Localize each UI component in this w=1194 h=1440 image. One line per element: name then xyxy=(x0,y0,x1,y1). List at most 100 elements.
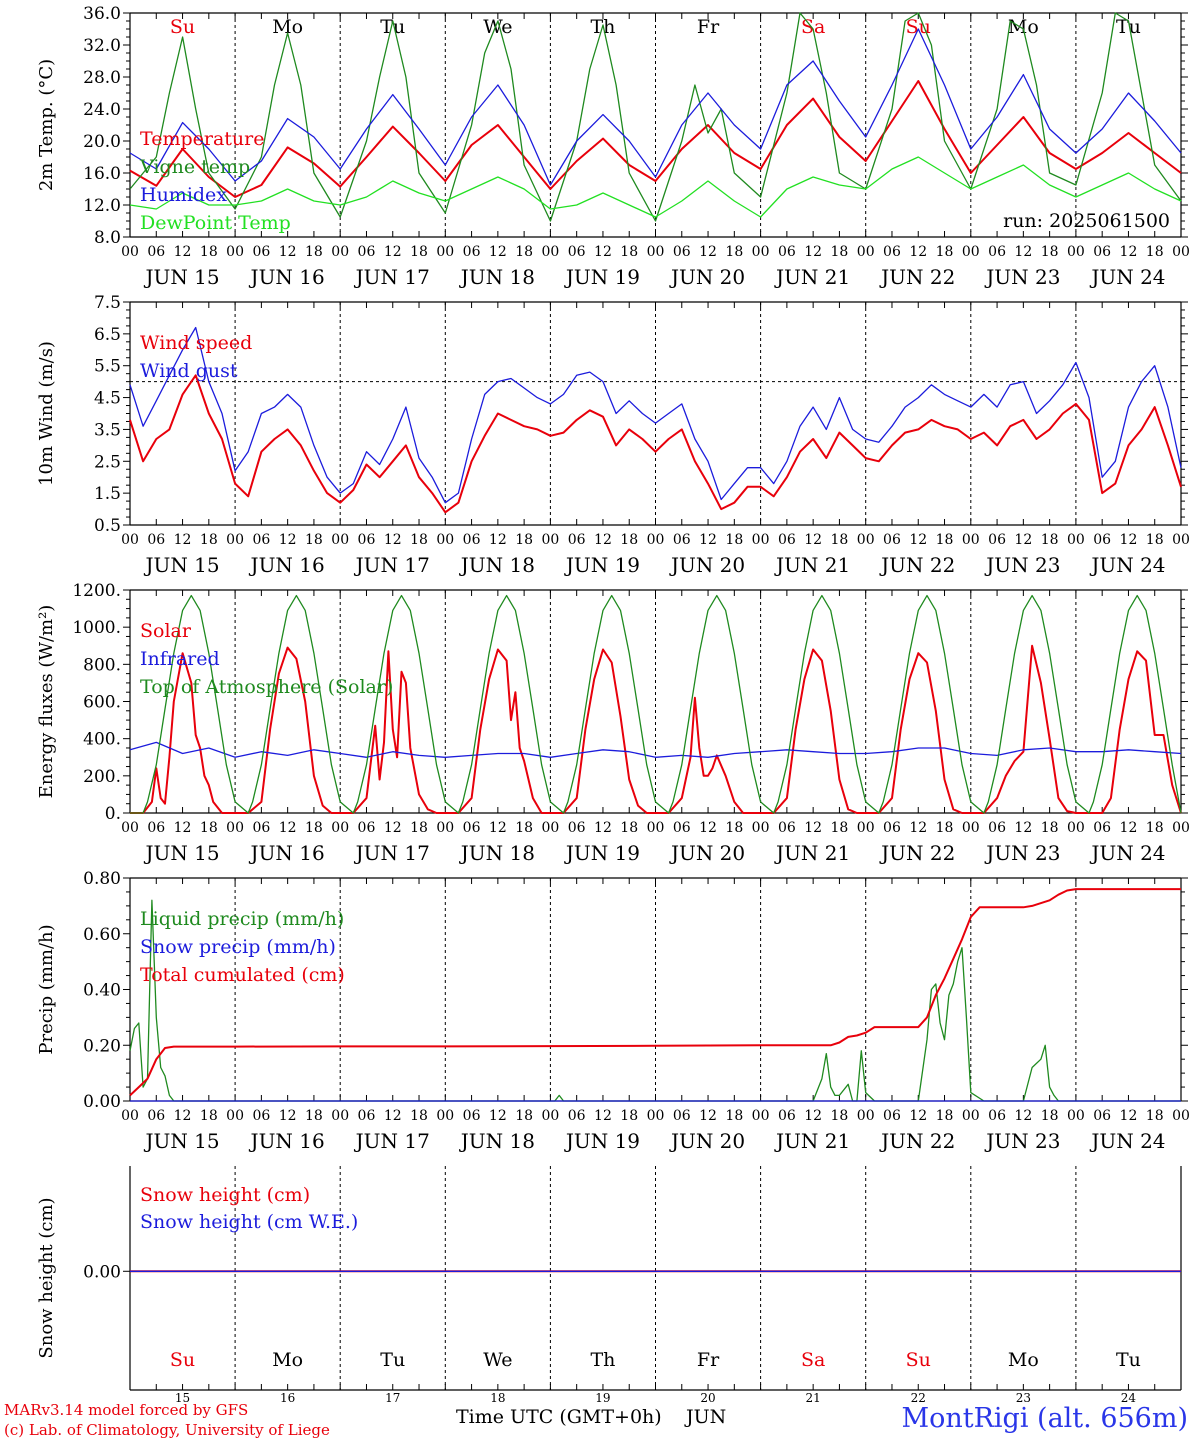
x-tick-label: 18 xyxy=(1041,532,1059,548)
x-tick-label: 06 xyxy=(883,1108,901,1124)
date-label: JUN 15 xyxy=(143,841,219,865)
legend-entry: Wind speed xyxy=(140,332,252,354)
date-label: JUN 16 xyxy=(249,841,325,865)
legend-entry: Solar xyxy=(140,620,192,642)
weekday-label: Mo xyxy=(1008,1349,1039,1371)
x-tick-label: 12 xyxy=(1014,820,1032,836)
date-label: JUN 18 xyxy=(459,1129,535,1153)
series-line xyxy=(129,80,1182,198)
day-number-label: 18 xyxy=(490,1391,505,1405)
x-tick-label: 12 xyxy=(384,1108,402,1124)
legend-entry: Humidex xyxy=(140,184,227,206)
date-label: JUN 19 xyxy=(564,1129,640,1153)
y-tick-label: 28.0 xyxy=(83,68,121,88)
x-tick-label: 06 xyxy=(778,1108,796,1124)
x-tick-label: 06 xyxy=(568,820,586,836)
x-tick-label: 06 xyxy=(988,532,1006,548)
weekday-label: Tu xyxy=(380,16,405,38)
day-number-label: 24 xyxy=(1121,1391,1137,1405)
x-tick-label: 12 xyxy=(1120,1108,1138,1124)
date-label: JUN 22 xyxy=(879,1129,955,1153)
x-tick-label: 12 xyxy=(1014,1108,1032,1124)
x-tick-label: 00 xyxy=(857,1108,875,1124)
x-tick-label: 18 xyxy=(725,820,743,836)
x-tick-label: 12 xyxy=(909,820,927,836)
x-tick-label: 18 xyxy=(515,820,533,836)
x-tick-label: 06 xyxy=(988,1108,1006,1124)
legend-entry: Infrared xyxy=(140,648,220,670)
x-tick-label: 06 xyxy=(358,1108,376,1124)
x-tick-label: 18 xyxy=(515,532,533,548)
x-tick-label: 00 xyxy=(121,820,139,836)
x-tick-label: 00 xyxy=(1067,244,1085,260)
x-tick-label: 06 xyxy=(1093,244,1111,260)
x-tick-label: 18 xyxy=(200,1108,218,1124)
xaxis-title: Time UTC (GMT+0h) xyxy=(456,1406,662,1428)
date-label: JUN 17 xyxy=(354,1129,430,1153)
xaxis-month: JUN xyxy=(684,1406,726,1428)
series-line xyxy=(129,741,1182,758)
y-tick-label: 20.0 xyxy=(83,132,121,152)
legend-entry: Wind gust xyxy=(140,360,238,382)
y-tick-label: 600. xyxy=(83,693,121,713)
y-tick-label: 4.5 xyxy=(94,389,121,409)
series-line xyxy=(129,326,1182,504)
date-label: JUN 18 xyxy=(459,841,535,865)
date-label: JUN 19 xyxy=(564,553,640,577)
x-tick-label: 18 xyxy=(936,244,954,260)
weekday-label: Su xyxy=(170,1349,195,1371)
chart-panels: 8.0 12.0 16.0 20.0 24.0 28.0 32.0 36.0 2m Temp. … xyxy=(36,4,1190,1405)
weekday-label: Mo xyxy=(1008,16,1039,38)
x-tick-label: 18 xyxy=(620,532,638,548)
x-tick-label: 00 xyxy=(541,244,559,260)
y-tick-label: 0.00 xyxy=(83,1262,121,1282)
x-tick-label: 12 xyxy=(1014,244,1032,260)
x-tick-label: 18 xyxy=(725,532,743,548)
panel-temperature: 8.0 12.0 16.0 20.0 24.0 28.0 32.0 36.0 2m Temp. … xyxy=(36,4,1190,289)
x-tick-label: 00 xyxy=(121,532,139,548)
date-label: JUN 16 xyxy=(249,1129,325,1153)
date-label: JUN 17 xyxy=(354,841,430,865)
legend-entry: Snow height (cm) xyxy=(140,1184,310,1206)
x-tick-label: 00 xyxy=(541,1108,559,1124)
y-tick-label: 24.0 xyxy=(83,100,121,120)
x-tick-label: 06 xyxy=(883,244,901,260)
x-tick-label: 18 xyxy=(1146,820,1164,836)
x-tick-label: 06 xyxy=(1093,1108,1111,1124)
x-tick-label: 12 xyxy=(594,532,612,548)
x-tick-label: 18 xyxy=(305,532,323,548)
x-tick-label: 00 xyxy=(752,532,770,548)
x-tick-label: 06 xyxy=(358,820,376,836)
day-number-label: 20 xyxy=(700,1391,715,1405)
series-line xyxy=(129,12,1182,222)
x-tick-label: 18 xyxy=(831,1108,849,1124)
date-label: JUN 21 xyxy=(774,265,850,289)
x-tick-label: 18 xyxy=(725,1108,743,1124)
x-tick-label: 00 xyxy=(1067,532,1085,548)
x-tick-label: 00 xyxy=(647,1108,665,1124)
y-tick-label: 16.0 xyxy=(83,164,121,184)
copyright-credit: (c) Lab. of Climatology, University of L… xyxy=(4,1421,330,1439)
x-tick-label: 18 xyxy=(410,820,428,836)
x-tick-label: 06 xyxy=(568,244,586,260)
x-tick-label: 18 xyxy=(831,820,849,836)
y-axis-title: 2m Temp. (°C) xyxy=(36,59,57,191)
x-tick-label: 00 xyxy=(1067,1108,1085,1124)
x-tick-label: 00 xyxy=(226,244,244,260)
x-tick-label: 12 xyxy=(279,1108,297,1124)
x-tick-label: 12 xyxy=(594,820,612,836)
weekday-label: Fr xyxy=(697,1349,720,1371)
weekday-label: Mo xyxy=(272,16,303,38)
x-tick-label: 06 xyxy=(673,1108,691,1124)
day-number-label: 15 xyxy=(175,1391,190,1405)
x-tick-label: 00 xyxy=(752,1108,770,1124)
x-tick-label: 00 xyxy=(541,820,559,836)
date-label: JUN 15 xyxy=(143,1129,219,1153)
x-tick-label: 12 xyxy=(909,532,927,548)
x-tick-label: 06 xyxy=(147,1108,165,1124)
x-tick-label: 12 xyxy=(804,820,822,836)
y-tick-label: 400. xyxy=(83,730,121,750)
day-number-label: 17 xyxy=(385,1391,400,1405)
date-label: JUN 18 xyxy=(459,265,535,289)
x-tick-label: 06 xyxy=(1093,532,1111,548)
